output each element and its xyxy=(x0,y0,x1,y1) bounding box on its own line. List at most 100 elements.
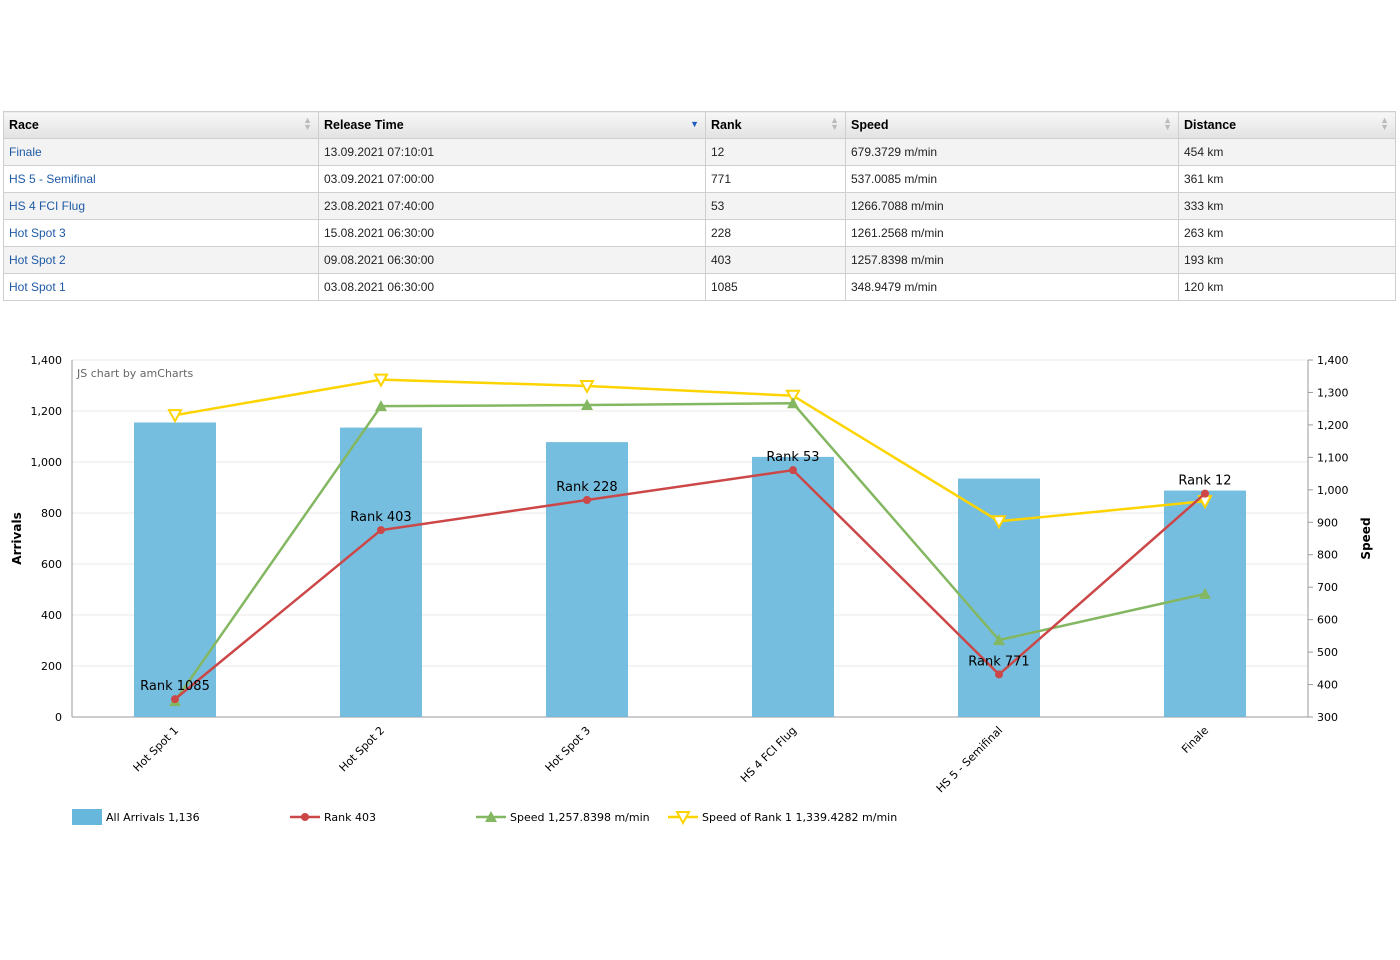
race-link[interactable]: Finale xyxy=(9,145,42,159)
release-time-cell: 13.09.2021 07:10:01 xyxy=(318,138,706,166)
rank-data-label: Rank 1085 xyxy=(140,679,210,694)
table-row: Hot Spot 3 15.08.2021 06:30:00 228 1261.… xyxy=(3,219,1396,247)
x-axis-category-label: Finale xyxy=(1179,724,1211,756)
speed-cell: 537.0085 m/min xyxy=(845,165,1179,193)
rank-cell: 771 xyxy=(705,165,846,193)
left-axis-title: Arrivals xyxy=(10,512,24,564)
x-axis-category-label: Hot Spot 2 xyxy=(337,724,387,774)
rank-cell: 403 xyxy=(705,246,846,274)
legend-label: Speed of Rank 1 1,339.4282 m/min xyxy=(702,811,897,824)
column-header-rank[interactable]: Rank ▲ ▼ xyxy=(705,111,846,139)
race-chart: 0 200 400 600 800 1,000 1,200 1,400 300 400 500 600… xyxy=(10,354,1373,826)
speed-point xyxy=(1199,587,1211,599)
rank-point xyxy=(995,670,1003,679)
rank-data-label: Rank 771 xyxy=(968,654,1029,669)
table-row: HS 4 FCI Flug 23.08.2021 07:40:00 53 126… xyxy=(3,192,1396,220)
table-row: Hot Spot 2 09.08.2021 06:30:00 403 1257.… xyxy=(3,246,1396,274)
rank-data-label: Rank 228 xyxy=(556,480,617,495)
x-axis-category-label: HS 4 FCI Flug xyxy=(738,724,799,785)
legend-triangle-down-marker xyxy=(675,811,691,826)
rank-point xyxy=(1201,489,1209,498)
rank-cell: 1085 xyxy=(705,273,846,301)
release-time-cell: 23.08.2021 07:40:00 xyxy=(318,192,706,220)
rank-point xyxy=(583,495,591,504)
rank-cell: 228 xyxy=(705,219,846,247)
left-axis-tick-label: 400 xyxy=(41,609,62,622)
results-table: Race ▲ ▼ Release Time ▼ Rank ▲ ▼ Speed ▲ ▼ Dist… xyxy=(3,111,1396,301)
speed-rank1-point xyxy=(785,389,801,404)
right-axis-tick-label: 500 xyxy=(1317,646,1338,659)
rank-cell: 12 xyxy=(705,138,846,166)
distance-cell: 120 km xyxy=(1178,273,1396,301)
speed-point xyxy=(581,399,593,411)
bar-all-arrivals xyxy=(752,456,834,717)
rank-point xyxy=(171,695,179,704)
right-axis-tick-label: 1,200 xyxy=(1317,419,1349,432)
table-row: Finale 13.09.2021 07:10:01 12 679.3729 m… xyxy=(3,138,1396,166)
speed-rank1-point xyxy=(373,373,389,388)
line-rank xyxy=(174,468,1206,701)
column-header-distance[interactable]: Distance ▲ ▼ xyxy=(1178,111,1396,139)
distance-cell: 193 km xyxy=(1178,246,1396,274)
speed-rank1-point xyxy=(991,515,1007,530)
speed-rank1-point xyxy=(167,409,183,424)
release-time-cell: 09.08.2021 06:30:00 xyxy=(318,246,706,274)
x-axis-category-label: Hot Spot 1 xyxy=(131,724,181,774)
line-speed-of-rank-1 xyxy=(174,378,1206,523)
race-link[interactable]: Hot Spot 2 xyxy=(9,253,66,267)
bar-all-arrivals xyxy=(1164,490,1246,717)
legend-label: All Arrivals 1,136 xyxy=(106,811,200,824)
release-time-cell: 03.08.2021 06:30:00 xyxy=(318,273,706,301)
left-axis-tick-label: 800 xyxy=(41,507,62,520)
table-row: Hot Spot 1 03.08.2021 06:30:00 1085 348.… xyxy=(3,273,1396,301)
race-link[interactable]: HS 5 - Semifinal xyxy=(9,172,96,186)
right-axis-tick-label: 700 xyxy=(1317,581,1338,594)
speed-cell: 348.9479 m/min xyxy=(845,273,1179,301)
bar-all-arrivals xyxy=(134,422,216,717)
right-axis-tick-label: 300 xyxy=(1317,711,1338,724)
column-header-speed[interactable]: Speed ▲ ▼ xyxy=(845,111,1179,139)
right-axis-tick-label: 800 xyxy=(1317,549,1338,562)
speed-point xyxy=(787,397,799,409)
left-axis-tick-label: 0 xyxy=(55,711,62,724)
x-axis-category-label: HS 5 - Semifinal xyxy=(934,724,1005,795)
left-axis-tick-label: 1,000 xyxy=(31,456,63,469)
speed-cell: 1257.8398 m/min xyxy=(845,246,1179,274)
right-axis-tick-label: 1,100 xyxy=(1317,451,1349,464)
right-axis-tick-label: 1,300 xyxy=(1317,386,1349,399)
release-time-cell: 15.08.2021 06:30:00 xyxy=(318,219,706,247)
legend-label: Rank 403 xyxy=(324,811,376,824)
table-row: HS 5 - Semifinal 03.09.2021 07:00:00 771… xyxy=(3,165,1396,193)
sort-icon: ▲ ▼ xyxy=(1380,115,1389,132)
right-axis-title: Speed xyxy=(1359,517,1373,559)
legend-triangle-marker xyxy=(485,811,497,822)
bar-all-arrivals xyxy=(958,478,1040,717)
rank-data-label: Rank 53 xyxy=(766,450,819,465)
right-axis-tick-label: 600 xyxy=(1317,614,1338,627)
rank-point xyxy=(789,466,797,475)
sort-icon: ▲ ▼ xyxy=(1163,115,1172,132)
race-link[interactable]: Hot Spot 1 xyxy=(9,280,66,294)
speed-cell: 1266.7088 m/min xyxy=(845,192,1179,220)
column-header-release-time[interactable]: Release Time ▼ xyxy=(318,111,706,139)
x-axis-category-label: Hot Spot 3 xyxy=(543,724,593,774)
rank-cell: 53 xyxy=(705,192,846,220)
left-axis-tick-label: 1,200 xyxy=(31,405,63,418)
table-header-row: Race ▲ ▼ Release Time ▼ Rank ▲ ▼ Speed ▲ ▼ Dist… xyxy=(3,111,1396,139)
distance-cell: 333 km xyxy=(1178,192,1396,220)
column-header-race[interactable]: Race ▲ ▼ xyxy=(3,111,319,139)
chart-credit: JS chart by amCharts xyxy=(76,367,193,380)
sort-desc-icon: ▼ xyxy=(690,119,699,129)
left-axis-tick-label: 1,400 xyxy=(31,354,63,367)
race-link[interactable]: HS 4 FCI Flug xyxy=(9,199,86,213)
line-speed xyxy=(173,402,1206,702)
legend-circle-marker xyxy=(301,813,309,821)
distance-cell: 361 km xyxy=(1178,165,1396,193)
legend-marker-all-arrivals xyxy=(72,809,102,825)
race-link[interactable]: Hot Spot 3 xyxy=(9,226,66,240)
speed-rank1-point xyxy=(579,379,595,395)
left-axis-tick-label: 600 xyxy=(41,558,62,571)
sort-icon: ▲ ▼ xyxy=(830,115,839,132)
right-axis-tick-label: 400 xyxy=(1317,679,1338,692)
right-axis-tick-label: 1,000 xyxy=(1317,484,1349,497)
